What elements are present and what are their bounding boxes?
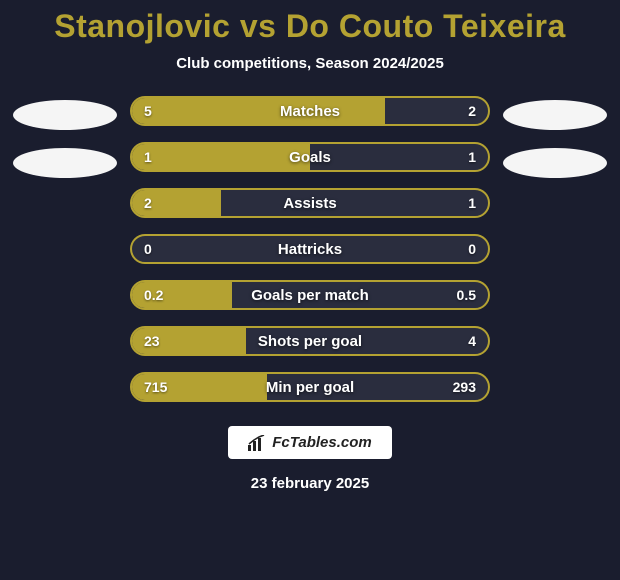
- stat-row: 52Matches: [130, 96, 490, 126]
- stat-row: 11Goals: [130, 142, 490, 172]
- stat-row: 21Assists: [130, 188, 490, 218]
- stat-row: 715293Min per goal: [130, 372, 490, 402]
- avatar-right: [503, 148, 607, 178]
- stat-label: Matches: [132, 103, 488, 120]
- stat-row: 234Shots per goal: [130, 326, 490, 356]
- subtitle: Club competitions, Season 2024/2025: [176, 55, 444, 72]
- stat-row: 0.20.5Goals per match: [130, 280, 490, 310]
- comparison-card: Stanojlovic vs Do Couto Teixeira Club co…: [0, 0, 620, 580]
- stat-label: Shots per goal: [132, 333, 488, 350]
- stat-label: Assists: [132, 195, 488, 212]
- stat-label: Goals: [132, 149, 488, 166]
- stat-row: 00Hattricks: [130, 234, 490, 264]
- avatar-left: [13, 100, 117, 130]
- avatar-left: [13, 148, 117, 178]
- chart-area: 52Matches 11Goals 21Assists 00Hattricks 0.20…: [0, 96, 620, 402]
- stat-label: Hattricks: [132, 241, 488, 258]
- date-line: 23 february 2025: [251, 475, 369, 492]
- page-title: Stanojlovic vs Do Couto Teixeira: [54, 8, 566, 45]
- avatar-right: [503, 100, 607, 130]
- brand-badge[interactable]: FcTables.com: [228, 426, 391, 459]
- player-right-avatars: [500, 96, 610, 178]
- chart-icon: [248, 435, 266, 451]
- stat-label: Min per goal: [132, 379, 488, 396]
- brand-text: FcTables.com: [272, 434, 371, 451]
- player-left-avatars: [10, 96, 120, 178]
- stat-bars: 52Matches 11Goals 21Assists 00Hattricks 0.20…: [130, 96, 490, 402]
- stat-label: Goals per match: [132, 287, 488, 304]
